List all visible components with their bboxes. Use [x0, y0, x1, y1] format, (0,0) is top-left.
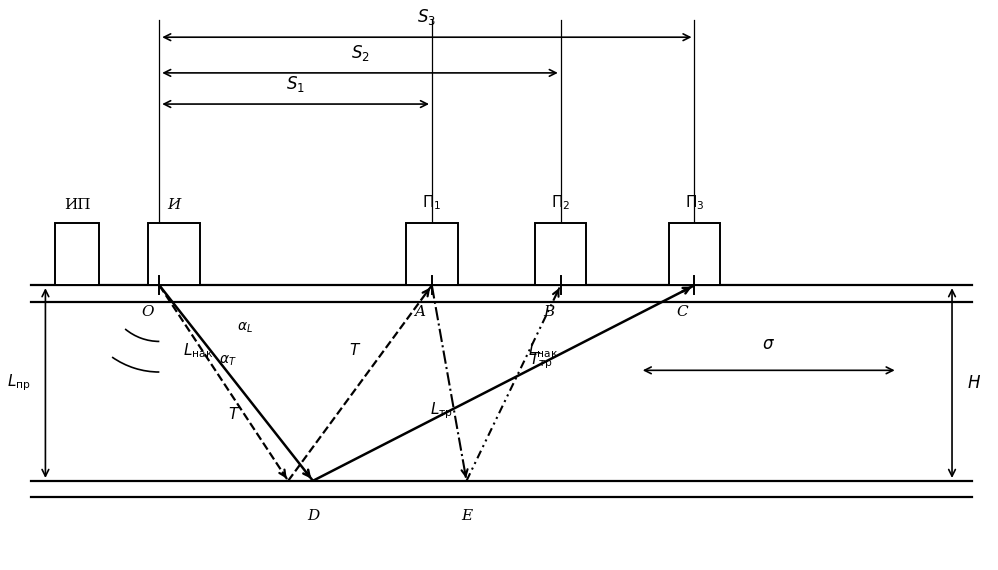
FancyBboxPatch shape	[149, 223, 200, 286]
FancyBboxPatch shape	[535, 223, 587, 286]
Text: $S_2$: $S_2$	[350, 43, 369, 63]
Text: $L_{\rm тр}$: $L_{\rm тр}$	[430, 400, 453, 421]
Text: O: O	[142, 305, 154, 319]
Text: $S_1$: $S_1$	[286, 74, 305, 94]
Text: $T$: $T$	[228, 406, 240, 422]
Text: C: C	[677, 305, 689, 319]
Text: ИП: ИП	[64, 198, 91, 211]
Text: $L_{\rm нак}$: $L_{\rm нак}$	[184, 341, 214, 360]
Text: B: B	[543, 305, 554, 319]
Text: $L_{\rm пр}$: $L_{\rm пр}$	[7, 373, 31, 393]
FancyBboxPatch shape	[406, 223, 458, 286]
Text: D: D	[306, 509, 319, 523]
FancyBboxPatch shape	[55, 223, 100, 286]
Text: $T_{\rm тр}$: $T_{\rm тр}$	[529, 350, 553, 371]
FancyBboxPatch shape	[669, 223, 721, 286]
Text: $\Pi_3$: $\Pi_3$	[685, 193, 705, 211]
Text: $\alpha_L$: $\alpha_L$	[237, 320, 252, 335]
Text: $T$: $T$	[349, 342, 361, 358]
Text: И: И	[168, 198, 181, 211]
Text: E: E	[461, 509, 472, 523]
Text: $\Pi_1$: $\Pi_1$	[422, 193, 441, 211]
Text: A: A	[414, 305, 425, 319]
Text: $S_3$: $S_3$	[417, 7, 436, 27]
Text: $\sigma$: $\sigma$	[762, 336, 775, 353]
Text: $\alpha_T$: $\alpha_T$	[219, 353, 237, 368]
Text: $H$: $H$	[967, 374, 981, 392]
Text: $L_{\rm нак}$: $L_{\rm нак}$	[528, 341, 559, 360]
Text: $\Pi_2$: $\Pi_2$	[551, 193, 570, 211]
